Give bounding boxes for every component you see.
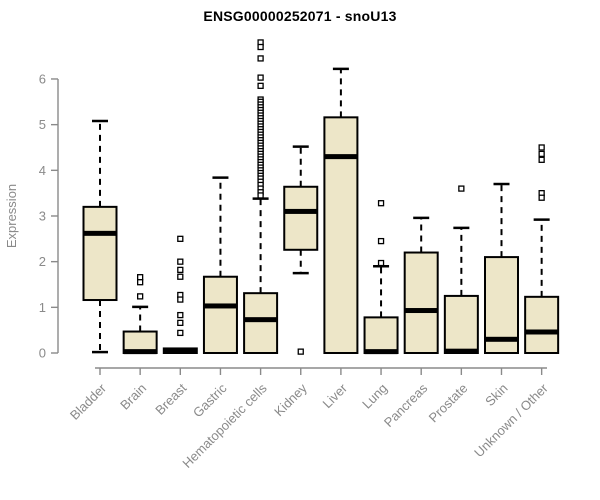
outlier-point (257, 192, 264, 199)
median-line (324, 154, 358, 160)
outlier-point (297, 348, 304, 355)
median-line (244, 317, 278, 323)
outlier-point (177, 329, 184, 337)
outlier-point (538, 150, 545, 158)
median-line (404, 308, 438, 314)
x-tick-label: Lung (359, 381, 390, 412)
x-tick-label: Brain (117, 381, 149, 413)
box-group-breast (162, 235, 198, 355)
y-tick-label: 4 (39, 163, 46, 178)
box-rect (403, 251, 439, 354)
outlier-point (136, 274, 144, 281)
box-group-brain (122, 274, 158, 355)
median-line (284, 208, 318, 214)
median-line (163, 348, 197, 354)
outlier-point (177, 273, 184, 280)
chart-title: ENSG00000252071 - snoU13 (203, 8, 397, 24)
box-rect (243, 292, 279, 355)
median-line (525, 329, 559, 335)
y-tick-label: 1 (39, 300, 46, 315)
outlier-point (177, 266, 184, 274)
box-group-gastric (202, 176, 238, 355)
x-tick-label: Skin (482, 381, 510, 409)
box-group-pancreas (403, 216, 439, 354)
box-rect (363, 316, 399, 355)
median-line (444, 348, 478, 354)
x-tick-label: Kidney (271, 380, 310, 419)
box-rect (443, 294, 479, 355)
x-tick-label: Bladder (67, 380, 110, 423)
median-line (83, 230, 117, 236)
y-tick-label: 2 (39, 254, 46, 269)
y-tick-label: 6 (39, 71, 46, 86)
outlier-point (177, 311, 184, 319)
outlier-point (136, 279, 144, 286)
outlier-point (257, 82, 264, 89)
x-tick-label: Pancreas (381, 380, 431, 430)
x-tick-label: Breast (152, 380, 189, 417)
box-rect (82, 205, 118, 302)
y-tick-label: 5 (39, 117, 46, 132)
box-group-bladder (82, 119, 118, 354)
y-tick-label: 0 (39, 346, 46, 361)
box-group-liver (323, 67, 359, 354)
y-axis-title: Expression (4, 184, 19, 248)
outlier-point (257, 43, 264, 51)
x-tick-label: Liver (319, 380, 350, 411)
outlier-point (257, 55, 264, 62)
x-tick-label: Unknown / Other (471, 380, 551, 460)
outlier-point (177, 235, 184, 242)
box-group-hematopoietic-cells (243, 39, 279, 355)
outlier-point (136, 293, 144, 300)
outlier-point (177, 258, 184, 265)
outlier-point (177, 296, 184, 303)
outlier-point (377, 200, 385, 207)
x-tick-label: Gastric (190, 380, 230, 420)
median-line (485, 336, 518, 342)
box-rect (323, 116, 359, 354)
box-group-kidney (283, 145, 319, 355)
median-line (203, 303, 237, 309)
outlier-point (538, 194, 545, 201)
box-rect (202, 275, 238, 355)
box-rect (524, 295, 560, 354)
box-group-lung (363, 200, 399, 355)
x-tick-label: Prostate (426, 381, 471, 426)
median-line (123, 349, 157, 355)
y-tick-label: 3 (39, 208, 46, 223)
median-line (364, 349, 398, 355)
outlier-point (257, 74, 264, 81)
outlier-point (377, 259, 385, 267)
outlier-point (538, 144, 545, 151)
outlier-point (538, 156, 545, 163)
outlier-point (458, 185, 465, 192)
box-group-skin (484, 182, 519, 354)
box-rect (283, 185, 319, 251)
box-group-unknown-other (524, 144, 560, 354)
outlier-point (377, 237, 385, 245)
box-group-prostate (443, 185, 479, 355)
outlier-point (177, 319, 184, 327)
